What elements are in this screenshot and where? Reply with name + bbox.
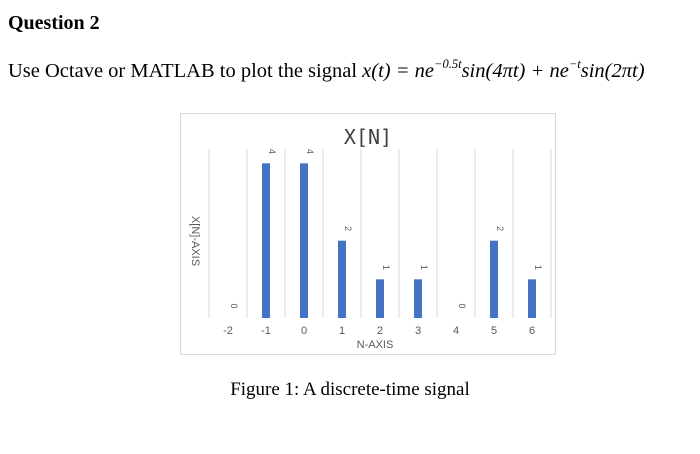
bar-3 bbox=[414, 279, 422, 318]
term1-rest: sin(4πt) + bbox=[461, 60, 550, 82]
prompt-text: Use Octave or MATLAB to plot the signal bbox=[8, 60, 358, 82]
term2-rest: sin(2πt) bbox=[580, 60, 645, 82]
data-label-0: 4 bbox=[305, 149, 315, 154]
bar-5 bbox=[490, 240, 498, 318]
term1-base: ne bbox=[414, 60, 435, 82]
question-prompt: Use Octave or MATLAB to plot the signal … bbox=[8, 57, 645, 83]
y-axis-label: X[N]-AXIS bbox=[189, 216, 201, 266]
term2-exponent: −t bbox=[568, 57, 581, 71]
x-tick-label-4: 4 bbox=[453, 325, 459, 337]
question-heading: Question 2 bbox=[8, 12, 100, 34]
x-axis-label: N-AXIS bbox=[357, 339, 394, 351]
bar-1 bbox=[338, 240, 346, 318]
chart-title: X[N] bbox=[344, 125, 392, 149]
x-tick-label-1: 1 bbox=[339, 325, 345, 337]
chart-frame: X[N] X[N]-AXIS 0 -2 4 -1 4 0 2 1 1 2 1 3 0 4 2 5 1 6 N-AXIS bbox=[180, 113, 556, 355]
data-label--1: 4 bbox=[267, 149, 277, 154]
data-label--2: 0 bbox=[229, 303, 239, 308]
figure-caption: Figure 1: A discrete-time signal bbox=[230, 379, 470, 400]
bar-6 bbox=[528, 279, 536, 318]
data-label-4: 0 bbox=[457, 303, 467, 308]
x-tick-label-5: 5 bbox=[491, 325, 497, 337]
data-label-6: 1 bbox=[533, 265, 543, 270]
data-label-3: 1 bbox=[419, 265, 429, 270]
bar--1 bbox=[262, 163, 270, 318]
term1-exponent: −0.5t bbox=[434, 57, 462, 71]
x-tick-label--2: -2 bbox=[223, 325, 233, 337]
data-label-1: 2 bbox=[343, 226, 353, 231]
term2-base: ne bbox=[549, 60, 569, 82]
stem-chart: X[N] X[N]-AXIS 0 -2 4 -1 4 0 2 1 1 2 1 3 0 4 2 5 1 6 N-AXIS bbox=[189, 125, 552, 351]
x-tick-label--1: -1 bbox=[261, 325, 271, 337]
x-tick-label-2: 2 bbox=[377, 325, 383, 337]
formula-lhs: x(t) = bbox=[362, 60, 415, 82]
x-tick-label-6: 6 bbox=[529, 325, 535, 337]
data-label-5: 2 bbox=[495, 226, 505, 231]
bar-2 bbox=[376, 279, 384, 318]
bar-0 bbox=[300, 163, 308, 318]
x-tick-label-3: 3 bbox=[415, 325, 421, 337]
data-label-2: 1 bbox=[381, 265, 391, 270]
x-tick-label-0: 0 bbox=[301, 325, 307, 337]
